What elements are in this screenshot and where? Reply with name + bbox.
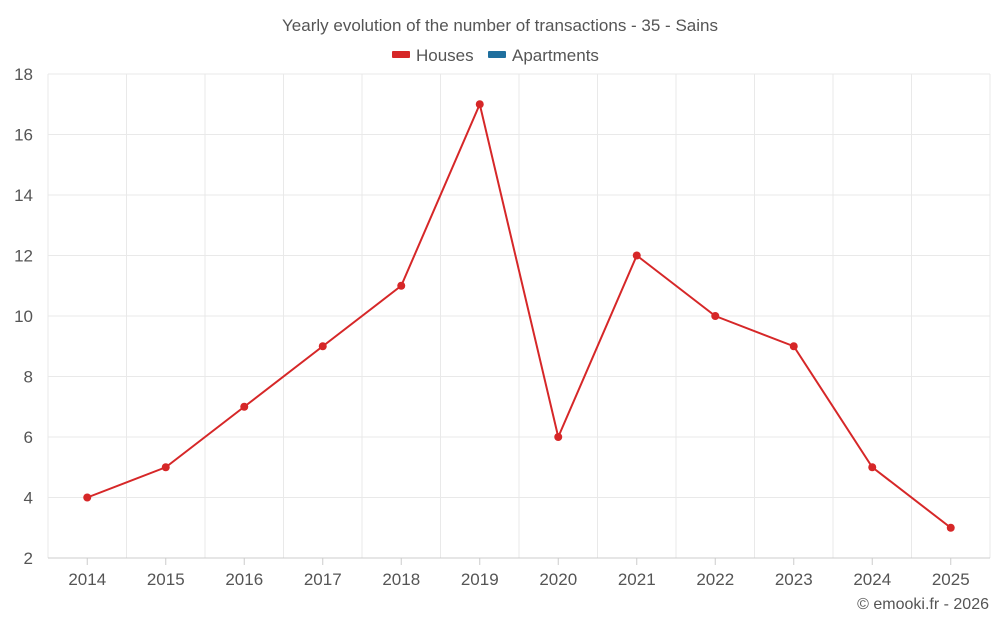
legend-label-houses: Houses	[416, 46, 474, 65]
data-point-houses[interactable]	[632, 251, 641, 260]
x-tick-label: 2025	[932, 570, 970, 589]
x-tick-label: 2019	[461, 570, 499, 589]
legend-swatch-apartments	[488, 51, 506, 58]
legend-item-apartments[interactable]: Apartments	[488, 46, 599, 65]
data-point-houses[interactable]	[789, 342, 798, 351]
data-point-houses[interactable]	[318, 342, 327, 351]
data-point-houses[interactable]	[946, 523, 955, 532]
y-tick-label: 4	[24, 489, 33, 508]
credit-text: © emooki.fr - 2026	[857, 596, 989, 613]
series-line-houses	[86, 103, 952, 529]
legend-swatch-houses	[392, 51, 410, 58]
chart-title: Yearly evolution of the number of transa…	[282, 16, 718, 35]
legend-item-houses[interactable]: Houses	[392, 46, 474, 65]
x-tick-label: 2023	[775, 570, 813, 589]
x-tick-label: 2022	[696, 570, 734, 589]
x-tick-label: 2015	[147, 570, 185, 589]
legend-label-apartments: Apartments	[512, 46, 599, 65]
data-point-houses[interactable]	[83, 493, 92, 502]
data-point-houses[interactable]	[475, 100, 484, 109]
y-tick-label: 6	[24, 428, 33, 447]
y-tick-label: 14	[14, 186, 33, 205]
plot-area	[83, 100, 955, 532]
y-axis: 2 4 6 8 10 12 14 16 18	[14, 65, 33, 568]
data-point-houses[interactable]	[868, 463, 877, 472]
x-tick-label: 2024	[853, 570, 891, 589]
data-point-houses[interactable]	[161, 463, 170, 472]
y-tick-label: 2	[24, 549, 33, 568]
data-point-houses[interactable]	[240, 402, 249, 411]
y-tick-label: 8	[24, 368, 33, 387]
data-point-houses[interactable]	[711, 312, 720, 320]
y-tick-label: 16	[14, 126, 33, 145]
x-tick-label: 2021	[618, 570, 656, 589]
data-point-houses[interactable]	[554, 433, 563, 441]
x-tick-label: 2018	[382, 570, 420, 589]
x-tick-label: 2014	[68, 570, 106, 589]
legend: Houses Apartments	[392, 46, 599, 65]
x-tick-label: 2016	[225, 570, 263, 589]
gridlines	[47, 73, 991, 558]
data-point-houses[interactable]	[397, 281, 406, 290]
x-tick-label: 2020	[539, 570, 577, 589]
x-axis: 2014 2015 2016 2017 2018 2019 2020 2021 2022 2023…	[48, 557, 990, 589]
y-tick-label: 18	[14, 65, 33, 84]
y-tick-label: 12	[14, 247, 33, 266]
y-tick-label: 10	[14, 307, 33, 326]
x-tick-label: 2017	[304, 570, 342, 589]
